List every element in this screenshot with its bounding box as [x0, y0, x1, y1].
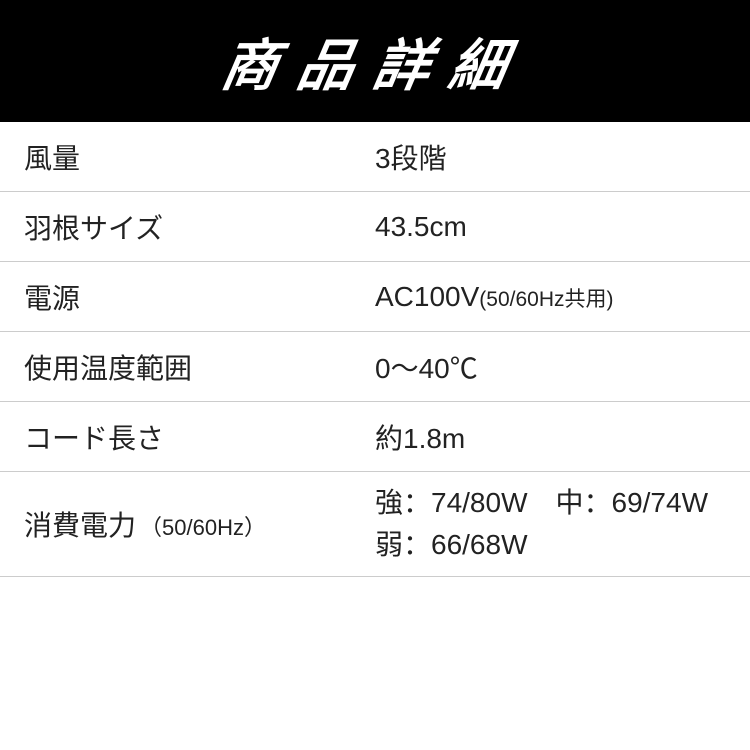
label-text: 風量	[24, 137, 80, 177]
table-row: コード長さ 約1.8m	[0, 402, 750, 472]
spec-table: 風量 3段階 羽根サイズ 43.5cm 電源 AC100V(50/60Hz共用)…	[0, 122, 750, 577]
value-line-1: 強：74/80W 中：69/74W	[375, 482, 750, 524]
spec-value-blade-size: 43.5cm	[375, 211, 750, 243]
spec-label-airflow: 風量	[0, 137, 375, 177]
label-text: コード長さ	[24, 417, 164, 457]
spec-value-cord-length: 約1.8m	[375, 417, 750, 457]
spec-label-cord-length: コード長さ	[0, 417, 375, 457]
table-row: 羽根サイズ 43.5cm	[0, 192, 750, 262]
header-title: 商品詳細	[216, 21, 534, 102]
label-text: 使用温度範囲	[24, 347, 192, 387]
spec-value-airflow: 3段階	[375, 137, 750, 177]
value-text: 約1.8m	[375, 417, 465, 457]
label-text: 消費電力	[24, 504, 136, 544]
value-text: 3段階	[375, 137, 447, 177]
value-text: 0～40℃	[375, 347, 478, 387]
label-text: 電源	[24, 277, 80, 317]
table-row: 風量 3段階	[0, 122, 750, 192]
value-line-2: 弱：66/68W	[375, 524, 750, 566]
spec-label-blade-size: 羽根サイズ	[0, 207, 375, 247]
spec-label-power-source: 電源	[0, 277, 375, 317]
label-text: 羽根サイズ	[24, 207, 163, 247]
spec-value-power-consumption: 強：74/80W 中：69/74W 弱：66/68W	[375, 482, 750, 566]
value-text: 43.5cm	[375, 211, 467, 243]
spec-label-power-consumption: 消費電力（50/60Hz）	[0, 504, 375, 544]
table-row: 消費電力（50/60Hz） 強：74/80W 中：69/74W 弱：66/68W	[0, 472, 750, 577]
table-row: 使用温度範囲 0～40℃	[0, 332, 750, 402]
value-text: AC100V	[375, 281, 479, 313]
label-sub-text: （50/60Hz）	[140, 510, 266, 542]
value-sub-text: (50/60Hz共用)	[479, 283, 613, 313]
spec-value-temp-range: 0～40℃	[375, 347, 750, 387]
spec-value-power-source: AC100V(50/60Hz共用)	[375, 281, 750, 313]
header-banner: 商品詳細	[0, 0, 750, 122]
table-row: 電源 AC100V(50/60Hz共用)	[0, 262, 750, 332]
spec-label-temp-range: 使用温度範囲	[0, 347, 375, 387]
